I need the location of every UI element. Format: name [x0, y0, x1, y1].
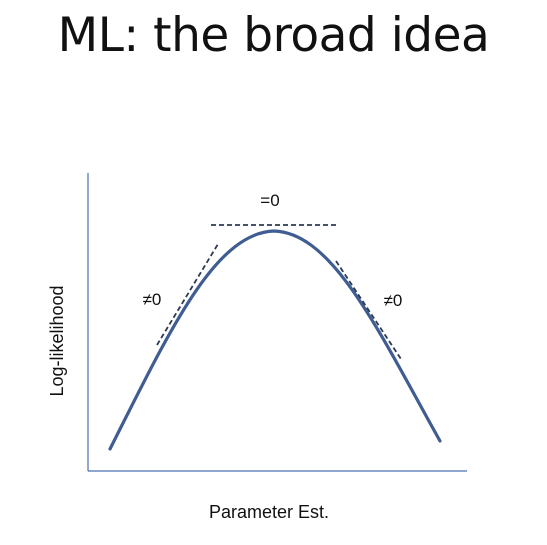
tangent-line-left — [156, 243, 219, 346]
tangent-line-right — [335, 260, 402, 360]
likelihood-curve — [108, 229, 442, 451]
slide-title: ML: the broad idea — [57, 8, 490, 63]
annotation-left: ≠0 — [143, 290, 162, 309]
x-axis-label: Parameter Est. — [209, 502, 329, 522]
annotation-top: =0 — [260, 191, 279, 210]
y-axis-label: Log-likelihood — [47, 285, 67, 396]
annotation-right: ≠0 — [384, 291, 403, 310]
